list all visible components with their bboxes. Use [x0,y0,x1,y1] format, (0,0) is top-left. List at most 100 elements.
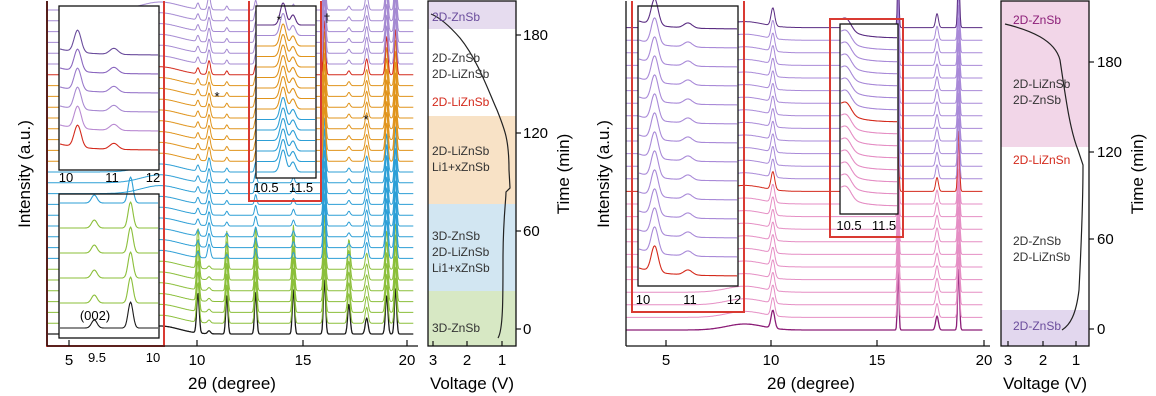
left-voltage-x-tick-3: 3 [429,352,437,369]
left-voltage-label-2a: 3D-ZnSb [432,229,480,243]
inset-pattern-14 [638,0,738,30]
inset-pattern-13 [638,17,738,49]
inset-pattern-7 [840,113,897,135]
right-inset-2-outline [829,18,904,238]
left-inset-2-curves [60,176,158,329]
left-y-axis-label: Intensity (a.u.) [15,120,34,228]
inset-pattern-4 [638,188,738,220]
right-voltage-label-3: 2D-LiZnSn [1013,153,1070,167]
left-marker-star-3: * [277,13,282,27]
left-voltage-label-3b: Li1+xZnSb [432,160,490,174]
inset-pattern-7 [257,86,315,110]
left-inset-3-tick-0: 10.5 [253,180,278,195]
right-panel: 10 11 12 10.5 11.5 5 10 15 20 2θ (degree… [594,0,992,393]
left-voltage-label-2b: 2D-LiZnSb [432,245,490,259]
left-voltage-label-5a: 2D-ZnSb [432,51,480,65]
inset-pattern-11 [257,44,315,68]
inset-pattern-2 [638,226,738,258]
xrd-pattern-2 [626,256,983,318]
right-inset-2-tick-0: 10.5 [836,218,861,233]
right-inset-1-tick-2: 12 [727,292,741,307]
right-x-tick-label-10: 10 [763,352,780,369]
inset-pattern-12 [257,33,315,58]
right-inset-1-curves [638,0,738,277]
inset-pattern-9 [638,93,738,125]
right-voltage-x-tick-2: 2 [1039,352,1047,369]
right-voltage-label-1: 2D-ZnSb [1013,13,1061,27]
right-voltage-label-2a: 2D-LiZnSb [1013,77,1071,91]
inset-pattern-13 [257,23,315,47]
left-voltage-label-6: 2D-ZnSb [432,10,480,24]
right-voltage-x-axis-label: Voltage (V) [1003,374,1087,393]
right-voltage-curve [1004,23,1084,331]
inset-pattern-10 [840,77,897,99]
inset-pattern-15 [257,2,315,26]
inset-pattern-1 [60,301,158,329]
left-voltage-x-tick-2: 2 [463,352,471,369]
inset-pattern-1 [59,124,158,151]
left-marker-star-1: * [214,89,219,104]
right-inset-2-tick-1: 11.5 [872,218,896,233]
inset-pattern-5 [840,137,897,159]
left-voltage-label-2c: Li1+xZnSb [432,261,490,275]
left-inset-1-curves [59,29,158,151]
left-panel: 10 11 12 (002) 9.5 10 10.5 11.5 * * * † … [15,0,418,393]
inset-pattern-8 [257,75,315,100]
inset-pattern-12 [638,36,738,68]
right-inset-1-background [638,6,738,286]
inset-pattern-3 [638,207,738,239]
inset-pattern-2 [257,138,315,163]
right-time-tick-120: 120 [1097,144,1122,161]
inset-pattern-4 [59,67,158,94]
left-inset-3-outline [248,1,322,202]
left-x-tick-label-20: 20 [399,352,416,369]
right-y-axis-label: Intensity (a.u.) [594,120,613,228]
left-x-axis-label: 2θ (degree) [188,374,276,393]
inset-pattern-3 [257,128,315,152]
left-voltage-region-2 [428,204,516,291]
left-inset-2-tick-0: 9.5 [88,350,106,365]
inset-pattern-5 [60,201,158,229]
inset-pattern-9 [257,65,315,89]
right-x-axis-label: 2θ (degree) [767,374,855,393]
inset-pattern-8 [840,101,897,123]
inset-pattern-9 [840,89,897,111]
left-inset-1-frame [58,5,160,171]
inset-pattern-14 [840,29,897,51]
inset-pattern-5 [638,169,738,201]
right-voltage-region-1 [1001,1,1089,147]
inset-pattern-1 [840,185,897,207]
inset-pattern-3 [60,251,158,279]
right-inset-1-outline [631,1,745,313]
right-inset-1-frame [637,5,739,287]
inset-pattern-10 [638,74,738,106]
xrd-pattern-15 [47,128,414,184]
inset-pattern-10 [257,54,315,79]
left-voltage-label-4: 2D-LiZnSb [432,95,490,109]
left-time-tick-60: 60 [523,223,540,240]
left-voltage-label-3a: 2D-LiZnSb [432,144,490,158]
right-x-tick-label-15: 15 [869,352,886,369]
right-x-tick-label-5: 5 [662,352,670,369]
inset-pattern-3 [59,86,158,113]
inset-pattern-1 [638,245,738,277]
inset-pattern-11 [840,65,897,87]
left-voltage-x-tick-1: 1 [498,352,506,369]
right-voltage-x-tick-1: 1 [1072,352,1080,369]
left-inset-2-label: (002) [80,308,110,323]
left-inset-1-tick-1: 11 [105,170,119,185]
inset-pattern-5 [59,48,158,75]
inset-pattern-2 [60,276,158,304]
left-voltage-label-1: 3D-ZnSb [432,321,480,335]
left-marker-dagger: † [324,11,331,25]
left-voltage-curve [430,13,511,339]
inset-pattern-13 [840,41,897,63]
left-voltage-label-5b: 2D-LiZnSb [432,67,490,81]
right-inset-2-curves [840,17,897,207]
right-voltage-label-5: 2D-ZnSb [1013,319,1061,333]
inset-pattern-5 [257,107,315,131]
inset-pattern-4 [840,149,897,171]
left-voltage-region-3 [428,116,516,204]
right-voltage-label-4b: 2D-LiZnSb [1013,250,1071,264]
xrd-pattern-3 [626,244,983,306]
